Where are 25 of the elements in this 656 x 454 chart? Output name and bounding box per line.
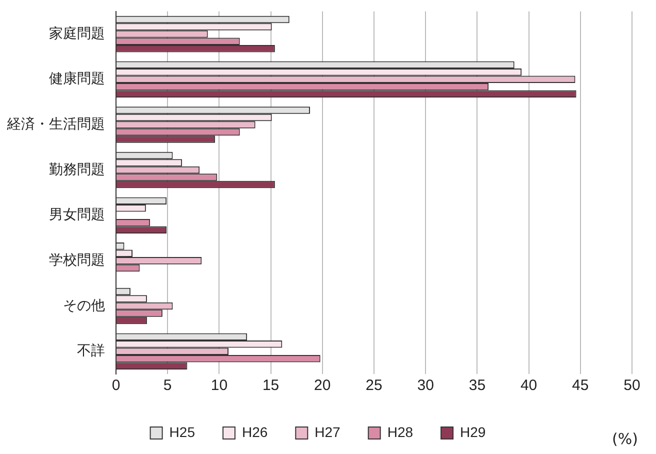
x-tick-label: 50 — [624, 377, 640, 394]
y-tick-label: 健康問題 — [49, 70, 105, 86]
legend-label: H26 — [242, 424, 268, 440]
x-tick-label: 15 — [262, 377, 280, 394]
text: (%) — [612, 430, 638, 448]
y-tick-label: 勤務問題 — [49, 160, 105, 177]
y-tick-label: 不詳 — [77, 342, 105, 358]
x-tick-label: 5 — [163, 377, 172, 394]
x-tick-label: 35 — [468, 377, 486, 394]
x-tick-label: 20 — [314, 377, 331, 394]
legend-label: H27 — [314, 424, 341, 440]
legend-label: H29 — [460, 424, 486, 440]
x-tick-label: 25 — [366, 377, 382, 394]
y-tick-label: 家庭問題 — [49, 24, 105, 41]
y-tick-label: その他 — [63, 296, 105, 313]
legend-label: H28 — [387, 424, 414, 440]
y-tick-label: 経済・生活問題 — [6, 116, 105, 132]
x-tick-label: 45 — [572, 377, 589, 394]
x-tick-label: 10 — [210, 377, 228, 394]
y-tick-label: 男女問題 — [49, 206, 105, 222]
y-tick-label: 学校問題 — [49, 252, 105, 268]
x-tick-label: 40 — [520, 377, 538, 394]
x-tick-label: 30 — [417, 377, 434, 394]
legend-label: H25 — [169, 424, 196, 440]
x-tick-label: 0 — [112, 377, 120, 394]
